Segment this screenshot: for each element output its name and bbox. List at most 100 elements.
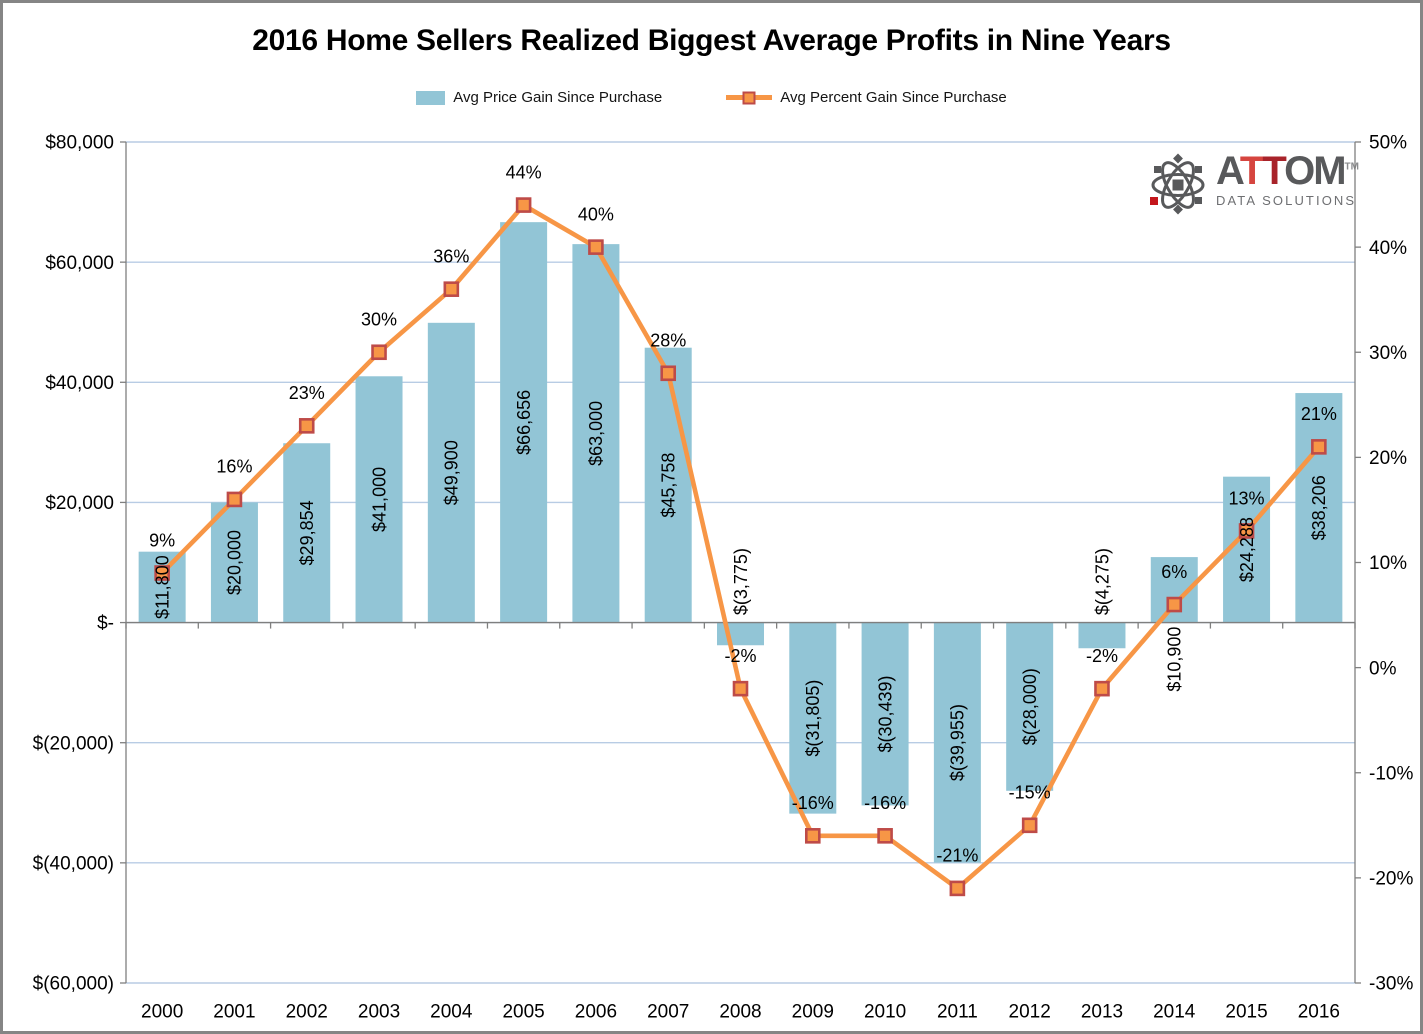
line-series-swatch	[726, 91, 773, 104]
line-marker-2001	[226, 491, 243, 508]
bar-2006	[572, 244, 620, 623]
line-marker-2016	[1311, 439, 1327, 455]
percent-value-label: 30%	[361, 310, 397, 330]
right-axis-tick-label: 10%	[1369, 553, 1407, 574]
line-marker-2011	[949, 880, 966, 897]
trademark-symbol: TM	[1344, 161, 1359, 173]
x-axis-label-2000: 2000	[141, 1002, 183, 1023]
bar-value-label: $49,900	[442, 440, 462, 505]
line-marker-2012	[1021, 817, 1038, 834]
atom-icon	[1150, 153, 1205, 215]
x-axis-label-2013: 2013	[1081, 1002, 1123, 1023]
legend-bar-label: Avg Price Gain Since Purchase	[453, 89, 663, 106]
line-marker-2014	[1166, 596, 1183, 613]
left-axis-tick-label: $60,000	[45, 253, 114, 274]
bar-value-label: $(3,775)	[731, 548, 751, 615]
x-axis-label-2003: 2003	[358, 1002, 400, 1023]
right-axis-tick-label: -10%	[1369, 763, 1413, 784]
left-axis-tick-label: $80,000	[45, 133, 114, 154]
x-axis-label-2016: 2016	[1298, 1002, 1340, 1023]
x-axis-label-2007: 2007	[647, 1002, 689, 1023]
left-axis-tick-label: $20,000	[45, 493, 114, 514]
percent-value-label: 9%	[149, 530, 175, 550]
left-axis-tick-label: $(20,000)	[33, 733, 114, 754]
percent-value-label: 6%	[1161, 562, 1187, 582]
bar-value-label: $(4,275)	[1092, 548, 1112, 615]
bar-value-label: $29,854	[297, 500, 317, 565]
line-marker-2004	[443, 281, 460, 297]
bar-value-label: $(30,439)	[875, 675, 895, 752]
right-axis-tick-label: 20%	[1369, 448, 1407, 469]
percent-value-label: -21%	[936, 846, 978, 866]
x-axis-label-2005: 2005	[502, 1002, 544, 1023]
attom-logo: ATTOMTM DATA SOLUTIONS	[1147, 149, 1359, 216]
percent-value-label: 36%	[433, 246, 469, 266]
chart-title: 2016 Home Sellers Realized Biggest Avera…	[252, 24, 1171, 57]
right-axis-tick-label: -30%	[1369, 974, 1413, 995]
x-axis-label-2015: 2015	[1225, 1002, 1267, 1023]
percent-value-label: 44%	[506, 162, 542, 182]
x-axis-label-2002: 2002	[286, 1002, 328, 1023]
x-axis-label-2014: 2014	[1153, 1002, 1196, 1023]
bar-2009	[789, 622, 837, 814]
line-marker-2000	[154, 565, 170, 581]
percent-value-label: 21%	[1301, 404, 1337, 424]
percent-line-series	[159, 202, 1322, 891]
bar-2016	[1295, 393, 1343, 623]
right-axis-tick-label: 30%	[1369, 343, 1407, 364]
bar-value-label: $24,288	[1237, 517, 1257, 582]
bar-value-label: $11,800	[152, 555, 172, 619]
bar-2004	[427, 322, 475, 623]
line-marker-2008	[732, 680, 749, 697]
line-marker-2005	[515, 197, 532, 213]
line-marker-2003	[371, 344, 387, 361]
bar-2013	[1078, 622, 1126, 649]
line-marker-2010	[877, 828, 893, 844]
right-axis-tick-label: 0%	[1369, 658, 1397, 679]
bar-2012	[1006, 622, 1054, 791]
bar-value-label: $41,000	[369, 467, 389, 532]
line-marker-2007	[660, 365, 677, 382]
percent-value-label: 16%	[216, 457, 252, 477]
bar-2002	[283, 443, 331, 623]
percent-value-label: -2%	[1086, 646, 1118, 666]
bar-value-label: $(28,000)	[1020, 668, 1040, 745]
bar-2001	[210, 502, 258, 623]
x-axis-label-2001: 2001	[213, 1002, 255, 1023]
attom-brand-name: ATTOMTM	[1216, 149, 1359, 193]
bar-value-label: $63,000	[586, 401, 606, 466]
left-axis-tick-label: $(40,000)	[33, 854, 114, 875]
x-axis-label-2004: 2004	[430, 1002, 473, 1023]
x-axis-label-2008: 2008	[719, 1002, 761, 1023]
line-series-marker-icon	[742, 91, 756, 104]
legend: Avg Price Gain Since Purchase Avg Percen…	[3, 89, 1420, 106]
bar-value-label: $10,900	[1165, 627, 1185, 692]
bar-value-label: $(31,805)	[803, 680, 823, 757]
attom-logo-text: ATTOMTM DATA SOLUTIONS	[1216, 149, 1359, 208]
line-marker-2009	[804, 828, 821, 844]
bar-2003	[355, 376, 403, 623]
legend-line-label: Avg Percent Gain Since Purchase	[780, 89, 1007, 106]
bar-2011	[933, 622, 981, 863]
bar-series-swatch	[416, 90, 446, 105]
attom-logo-subtitle: DATA SOLUTIONS	[1216, 193, 1357, 208]
line-marker-2013	[1094, 680, 1110, 697]
left-axis-tick-label: $(60,000)	[33, 974, 114, 995]
percent-value-label: 40%	[578, 204, 614, 224]
line-marker-2006	[588, 239, 604, 255]
bar-2010	[861, 622, 909, 806]
bar-value-label: $66,656	[514, 390, 534, 455]
x-axis-label-2006: 2006	[575, 1002, 617, 1023]
bar-2007	[644, 347, 692, 623]
left-axis-tick-label: $40,000	[45, 373, 114, 394]
x-axis-label-2010: 2010	[864, 1002, 906, 1023]
line-marker-2015	[1238, 523, 1255, 539]
percent-value-label: -2%	[724, 646, 756, 666]
percent-value-label: 23%	[289, 383, 325, 403]
bar-value-label: $45,758	[659, 453, 679, 518]
percent-value-label: -16%	[864, 793, 906, 813]
bar-2000	[138, 551, 186, 623]
x-axis-label-2011: 2011	[937, 1002, 978, 1023]
left-axis-tick-label: $-	[97, 613, 114, 634]
